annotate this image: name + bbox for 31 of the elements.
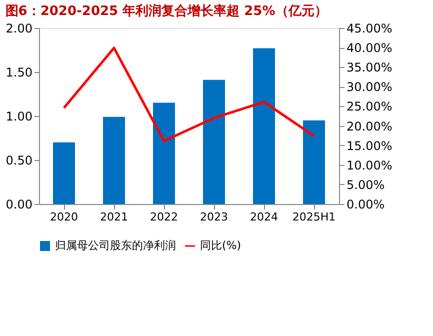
legend-label: 同比(%) [200,239,242,252]
y-tick-label: 0.50 [6,154,32,168]
chart-title: 图6：2020-2025 年利润复合增长率超 25%（亿元） [5,3,328,19]
legend-label: 归属母公司股东的净利润 [55,239,176,252]
y-tick-label: 0.00 [6,198,32,212]
bar [303,120,325,204]
y2-tick-label: 30.00% [346,80,392,94]
y2-tick-label: 10.00% [346,158,392,172]
x-tick-label: 2020 [50,210,78,224]
y2-tick-label: 15.00% [346,138,392,153]
x-tick-label: 2023 [200,210,228,224]
y2-tick-label: 5.00% [346,178,385,192]
y2-tick-label: 25.00% [346,100,392,114]
y-tick-label: 1.00 [6,110,32,124]
x-tick-label: 2021 [100,210,128,224]
line-series [62,46,316,142]
y2-tick-label: 35.00% [346,60,392,75]
bar [53,142,75,204]
y2-tick-label: 40.00% [346,41,392,56]
y-tick-label: 1.50 [6,66,32,80]
bar [153,102,175,204]
y2-tick-label: 0.00% [346,198,385,212]
x-tick-label: 2022 [150,210,178,224]
bar [203,80,225,204]
x-tick-label: 2025H1 [292,210,336,224]
bar [253,48,275,204]
y-tick-label: 2.00 [6,22,32,36]
x-tick-label: 2024 [250,210,278,224]
bar [103,116,125,204]
y2-tick-label: 45.00% [346,22,392,36]
y2-tick-label: 20.00% [346,119,392,134]
